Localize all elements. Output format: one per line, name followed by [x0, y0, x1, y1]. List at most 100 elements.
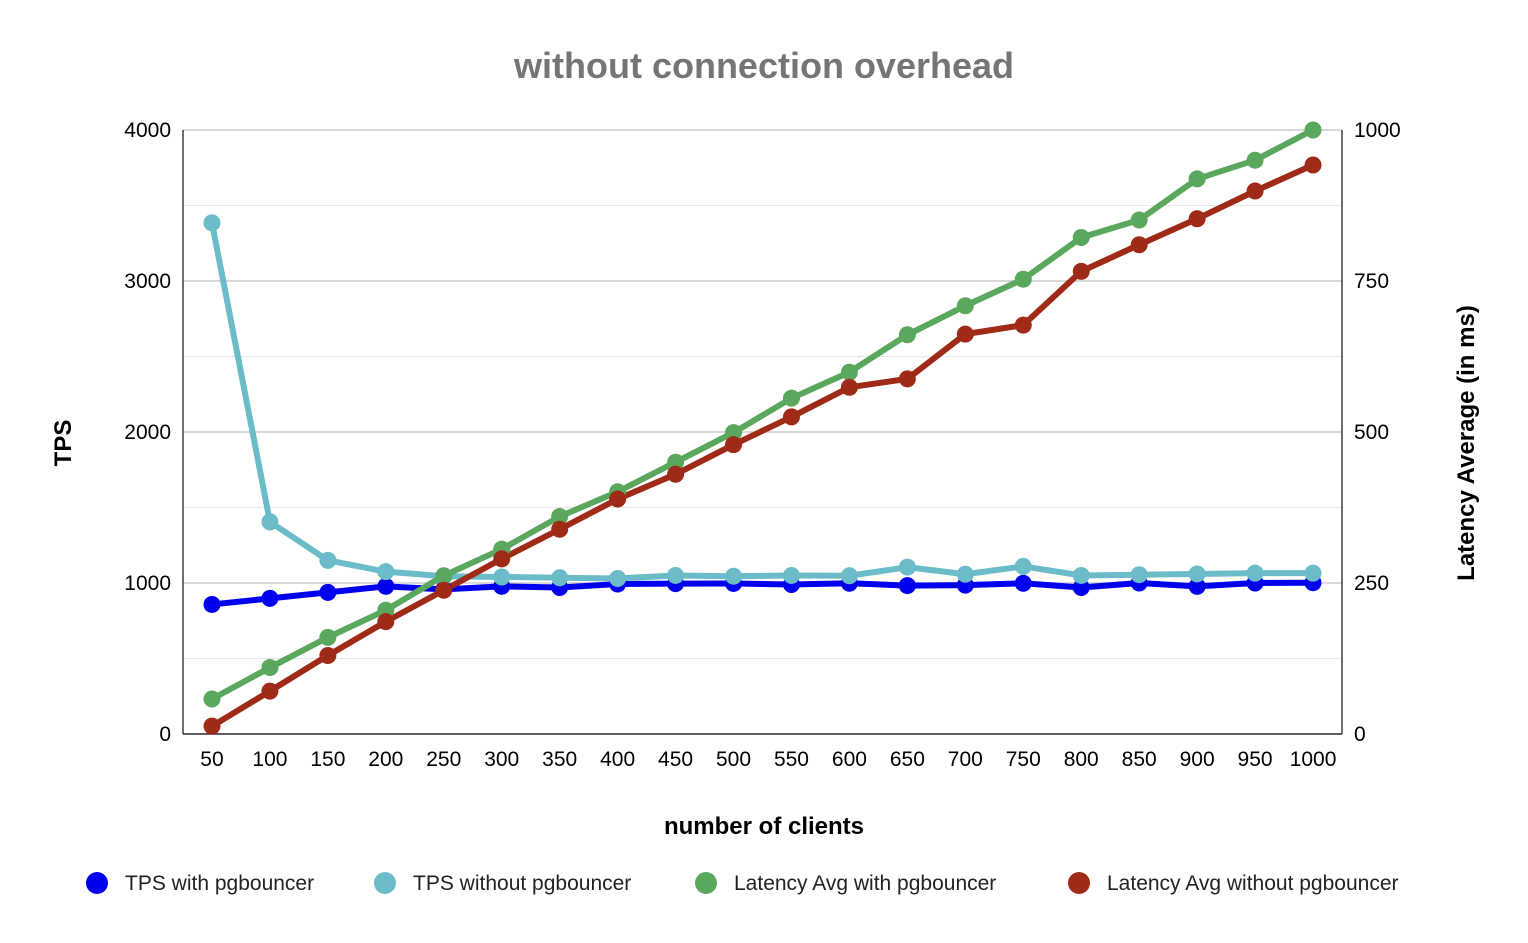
right-tick-label: 750 [1354, 270, 1389, 293]
data-point-3 [1014, 316, 1032, 334]
data-point-2 [898, 326, 916, 344]
right-tick-label: 250 [1354, 572, 1389, 595]
data-point-3 [667, 465, 685, 483]
data-point-3 [1130, 236, 1148, 254]
data-point-3 [261, 682, 279, 700]
data-point-0 [261, 589, 279, 607]
data-point-1 [1130, 566, 1148, 584]
data-point-2 [1014, 270, 1032, 288]
data-point-3 [319, 646, 337, 664]
x-tick-label: 500 [716, 748, 751, 771]
data-point-2 [1188, 170, 1206, 188]
right-axis-ticks: 0 250 500 750 1000 [1354, 119, 1401, 746]
data-point-2 [782, 389, 800, 407]
data-point-1 [840, 567, 858, 585]
x-tick-label: 400 [600, 748, 635, 771]
x-tick-label: 100 [252, 748, 287, 771]
x-tick-label: 750 [1006, 748, 1041, 771]
data-point-2 [956, 297, 974, 315]
data-point-0 [1072, 579, 1090, 597]
data-point-1 [261, 513, 279, 531]
data-point-1 [725, 567, 743, 585]
legend: TPS with pgbouncer TPS without pgbouncer L… [86, 872, 1399, 895]
data-point-1 [551, 569, 569, 587]
right-tick-label: 1000 [1354, 119, 1401, 142]
data-point-1 [782, 566, 800, 584]
data-point-1 [319, 551, 337, 569]
data-point-2 [435, 567, 453, 585]
data-point-3 [725, 436, 743, 454]
data-point-3 [898, 370, 916, 388]
data-point-3 [493, 550, 511, 568]
chart-title: without connection overhead [513, 45, 1014, 86]
data-point-3 [1304, 156, 1322, 174]
data-point-2 [667, 453, 685, 471]
x-tick-label: 850 [1122, 748, 1157, 771]
x-axis-title: number of clients [664, 813, 864, 840]
data-point-3 [1188, 210, 1206, 228]
data-point-2 [203, 690, 221, 708]
series-line-0 [208, 579, 1317, 608]
data-point-2 [1246, 151, 1264, 169]
data-point-3 [377, 613, 395, 631]
data-point-1 [1188, 565, 1206, 583]
data-point-0 [1188, 577, 1206, 595]
x-tick-label: 950 [1238, 748, 1273, 771]
data-point-2 [725, 424, 743, 442]
x-tick-label: 800 [1064, 748, 1099, 771]
data-point-0 [319, 583, 337, 601]
x-tick-label: 200 [368, 748, 403, 771]
left-tick-label: 2000 [124, 421, 171, 444]
x-tick-label: 700 [948, 748, 983, 771]
data-point-0 [1014, 574, 1032, 592]
data-point-2 [261, 659, 279, 677]
legend-label: TPS without pgbouncer [413, 872, 631, 895]
data-point-1 [1014, 557, 1032, 575]
x-tick-label: 900 [1180, 748, 1215, 771]
left-tick-label: 4000 [124, 119, 171, 142]
data-point-1 [493, 568, 511, 586]
data-point-2 [1304, 121, 1322, 139]
x-tick-label: 50 [200, 748, 223, 771]
right-tick-label: 0 [1354, 723, 1366, 746]
data-point-1 [1072, 566, 1090, 584]
data-point-3 [1246, 182, 1264, 200]
data-point-0 [203, 595, 221, 613]
data-point-1 [898, 558, 916, 576]
series-points [203, 121, 1322, 735]
data-point-3 [956, 325, 974, 343]
series-line-2 [208, 127, 1317, 702]
left-axis-title: TPS [50, 420, 77, 467]
right-tick-label: 500 [1354, 421, 1389, 444]
data-point-1 [203, 214, 221, 232]
x-tick-label: 550 [774, 748, 809, 771]
data-point-3 [551, 520, 569, 538]
data-point-3 [203, 717, 221, 735]
left-tick-label: 0 [159, 723, 171, 746]
legend-marker [374, 872, 396, 894]
axes [182, 130, 1343, 735]
left-tick-label: 3000 [124, 270, 171, 293]
x-tick-label: 650 [890, 748, 925, 771]
x-tick-label: 150 [310, 748, 345, 771]
x-tick-label: 1000 [1290, 748, 1337, 771]
legend-label: TPS with pgbouncer [125, 872, 314, 895]
x-axis-ticks: 50 100 150 200 250 300 350 400 450 500 550 600 650 70… [200, 748, 1336, 771]
data-point-3 [782, 408, 800, 426]
x-tick-label: 350 [542, 748, 577, 771]
legend-label: Latency Avg without pgbouncer [1107, 872, 1399, 895]
left-axis-ticks: 0 1000 2000 3000 4000 [124, 119, 171, 746]
data-point-2 [840, 363, 858, 381]
legend-marker [695, 872, 717, 894]
data-point-3 [609, 490, 627, 508]
data-point-3 [435, 581, 453, 599]
x-tick-label: 600 [832, 748, 867, 771]
data-point-3 [840, 378, 858, 396]
data-point-1 [1246, 564, 1264, 582]
data-point-1 [377, 563, 395, 581]
data-point-1 [1304, 564, 1322, 582]
data-point-3 [1072, 262, 1090, 280]
series-lines [208, 127, 1317, 730]
x-tick-label: 250 [426, 748, 461, 771]
series-line-1 [208, 219, 1317, 582]
